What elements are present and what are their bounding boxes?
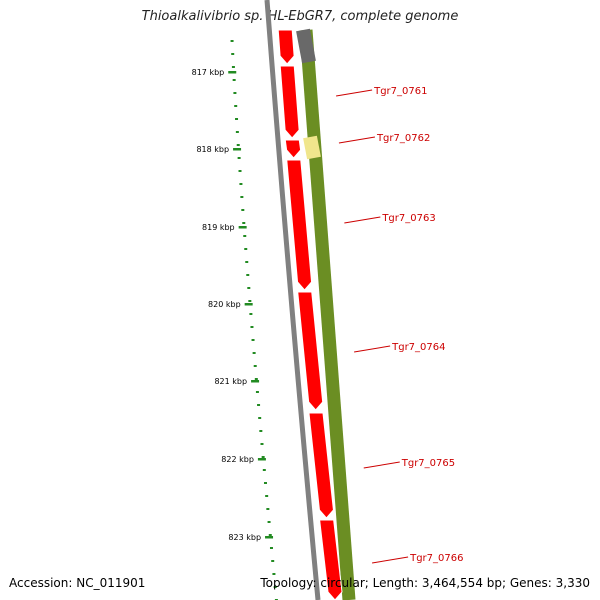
accession-text: Accession: NC_011901 [9, 576, 146, 590]
scale-dot [230, 40, 234, 42]
cds-arrow [277, 29, 295, 65]
scale-dot [269, 547, 273, 549]
tick-mark [257, 458, 266, 461]
gene-label: Tgr7_0765 [401, 458, 455, 469]
tick-mark [233, 148, 242, 151]
scale-dot [250, 326, 254, 328]
cds-arrow [286, 159, 313, 291]
scale-dot [248, 300, 252, 302]
scale-dot [257, 404, 261, 406]
tick-label: 818 kbp [196, 145, 229, 154]
tick-label: 823 kbp [228, 533, 261, 542]
gene-leader-line [344, 216, 381, 224]
scale-dot [242, 222, 246, 224]
scale-dot [231, 66, 235, 68]
cds-arrow [279, 65, 300, 139]
tick-mark [265, 536, 274, 539]
scale-dot [235, 131, 239, 133]
gene-leader-line [363, 461, 400, 469]
scale-dot [232, 79, 236, 81]
scale-dot [243, 235, 247, 237]
scale-dot [268, 534, 272, 536]
scale-dot [237, 157, 241, 159]
gene-label: Tgr7_0764 [391, 342, 445, 353]
scale-dot [254, 378, 258, 380]
scale-dot [258, 417, 262, 419]
gene-track-start [296, 28, 316, 64]
scale-dot [241, 209, 245, 211]
scale-dot [249, 313, 253, 315]
gene-highlight-segment [303, 135, 321, 160]
tick-label: 820 kbp [208, 300, 241, 309]
backbone-arc [264, 0, 321, 600]
scale-dot [251, 339, 255, 341]
gene-track [299, 29, 356, 600]
gene-label: Tgr7_0762 [376, 133, 430, 144]
scale-dot [273, 586, 277, 588]
scale-dot [247, 287, 251, 289]
scale-dot [246, 274, 250, 276]
genome-stats-text: Topology: circular; Length: 3,464,554 bp… [260, 576, 590, 590]
tick-label: 817 kbp [192, 68, 225, 77]
gene-leader-line [354, 345, 391, 353]
scale-dot [234, 105, 238, 107]
tick-mark [251, 380, 260, 383]
scale-dot [236, 144, 240, 146]
cds-arrow [297, 291, 324, 411]
scale-dot [239, 183, 243, 185]
scale-dot [245, 261, 249, 263]
tick-label: 822 kbp [221, 455, 254, 464]
tick-mark [244, 303, 253, 306]
tick-mark [228, 71, 237, 74]
tick-label: 821 kbp [214, 377, 247, 386]
gene-leader-line [338, 136, 376, 144]
scale-dot [272, 573, 276, 575]
scale-dot [240, 196, 244, 198]
scale-dot [255, 391, 259, 393]
scale-dot [252, 352, 256, 354]
scale-dot [231, 53, 235, 55]
map-title: Thioalkalivibrio sp. HL-EbGR7, complete … [141, 9, 459, 24]
scale-dot [261, 456, 265, 458]
gene-label: Tgr7_0761 [373, 86, 427, 97]
tick-mark [238, 226, 247, 229]
scale-dot [233, 92, 237, 94]
scale-dot [266, 508, 270, 510]
cds-arrow [284, 139, 302, 159]
scale-dot [235, 118, 239, 120]
scale-dot [259, 430, 263, 432]
scale-dot [260, 443, 264, 445]
scale-dot [244, 248, 248, 250]
scale-dot [265, 495, 269, 497]
gene-leader-line [372, 556, 409, 564]
scale-dot [253, 365, 257, 367]
scale-dot [267, 521, 271, 523]
gene-leader-line [336, 89, 373, 97]
scale-dot [271, 560, 275, 562]
gene-label: Tgr7_0766 [409, 553, 463, 564]
cds-arrow [308, 412, 334, 519]
gene-label: Tgr7_0763 [381, 213, 435, 224]
tick-label: 819 kbp [202, 223, 235, 232]
scale-dot [263, 482, 267, 484]
scale-dot [238, 170, 242, 172]
scale-dot [262, 469, 266, 471]
cds-arrow [319, 519, 343, 600]
